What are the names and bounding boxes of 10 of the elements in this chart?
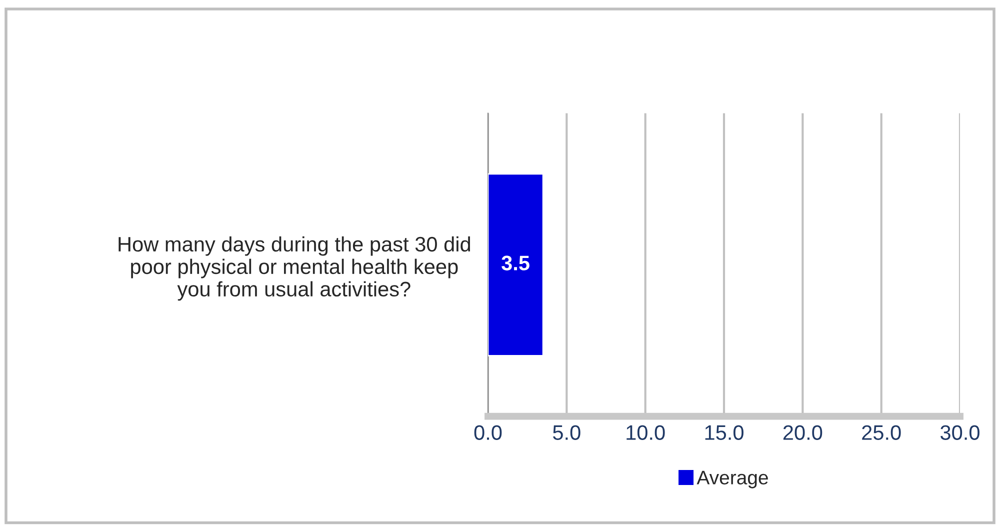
x-tick-label: 5.0 bbox=[553, 425, 580, 440]
y-tick-label: How many days during the past 30 did poor physical or mental health keep you from usual activities? bbox=[118, 236, 470, 301]
x-tick-label: 30.0 bbox=[940, 425, 980, 440]
x-tick-label: 25.0 bbox=[862, 425, 901, 440]
data-label: 3.5 bbox=[502, 256, 530, 270]
legend-label: Average bbox=[696, 470, 768, 488]
x-tick-label: 15.0 bbox=[705, 425, 744, 440]
x-tick-label: 20.0 bbox=[783, 425, 822, 440]
x-tick-label: 0.0 bbox=[474, 425, 502, 440]
x-tick-label: 10.0 bbox=[626, 425, 665, 440]
